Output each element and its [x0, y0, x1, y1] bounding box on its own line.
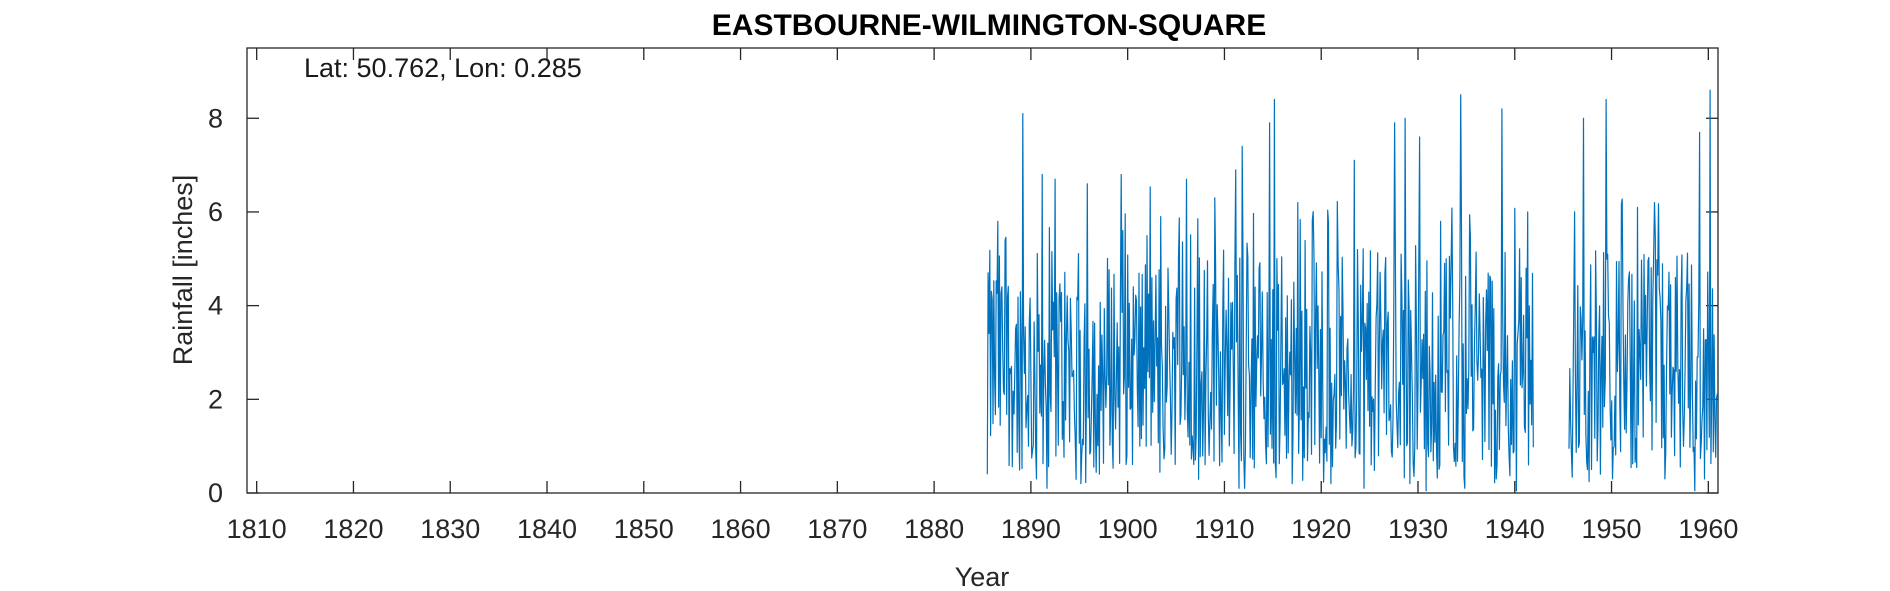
x-tick-label: 1890: [1001, 514, 1061, 544]
x-axis-label: Year: [955, 562, 1010, 591]
plot-frame: [246, 47, 1719, 494]
y-tick-label: 0: [208, 478, 223, 508]
x-tick-label: 1870: [807, 514, 867, 544]
y-axis: 0 2 4 6 8: [208, 103, 1718, 508]
y-axis-label: Rainfall [inches]: [168, 175, 198, 366]
x-tick-label: 1930: [1388, 514, 1448, 544]
x-tick-label: 1920: [1291, 514, 1351, 544]
location-annotation: Lat: 50.762, Lon: 0.285: [304, 53, 582, 83]
rainfall-series-line: [986, 89, 1718, 492]
y-tick-label: 2: [208, 384, 223, 414]
x-tick-label: 1820: [323, 514, 383, 544]
x-tick-label: 1940: [1485, 514, 1545, 544]
x-tick-label: 1830: [420, 514, 480, 544]
x-tick-label: 1900: [1098, 514, 1158, 544]
x-tick-label: 1840: [517, 514, 577, 544]
y-tick-label: 4: [208, 291, 223, 321]
x-tick-label: 1910: [1194, 514, 1254, 544]
x-tick-label: 1960: [1678, 514, 1738, 544]
x-tick-label: 1880: [904, 514, 964, 544]
y-tick-label: 8: [208, 103, 223, 133]
x-tick-label: 1810: [227, 514, 287, 544]
y-tick-label: 6: [208, 197, 223, 227]
x-axis: 1810 1820 1830 1840 1850 1860 1870 1880 1890 1900…: [227, 48, 1738, 544]
x-tick-label: 1950: [1582, 514, 1642, 544]
chart-title: EASTBOURNE-WILMINGTON-SQUARE: [712, 9, 1266, 42]
x-tick-label: 1850: [614, 514, 674, 544]
x-tick-label: 1860: [711, 514, 771, 544]
